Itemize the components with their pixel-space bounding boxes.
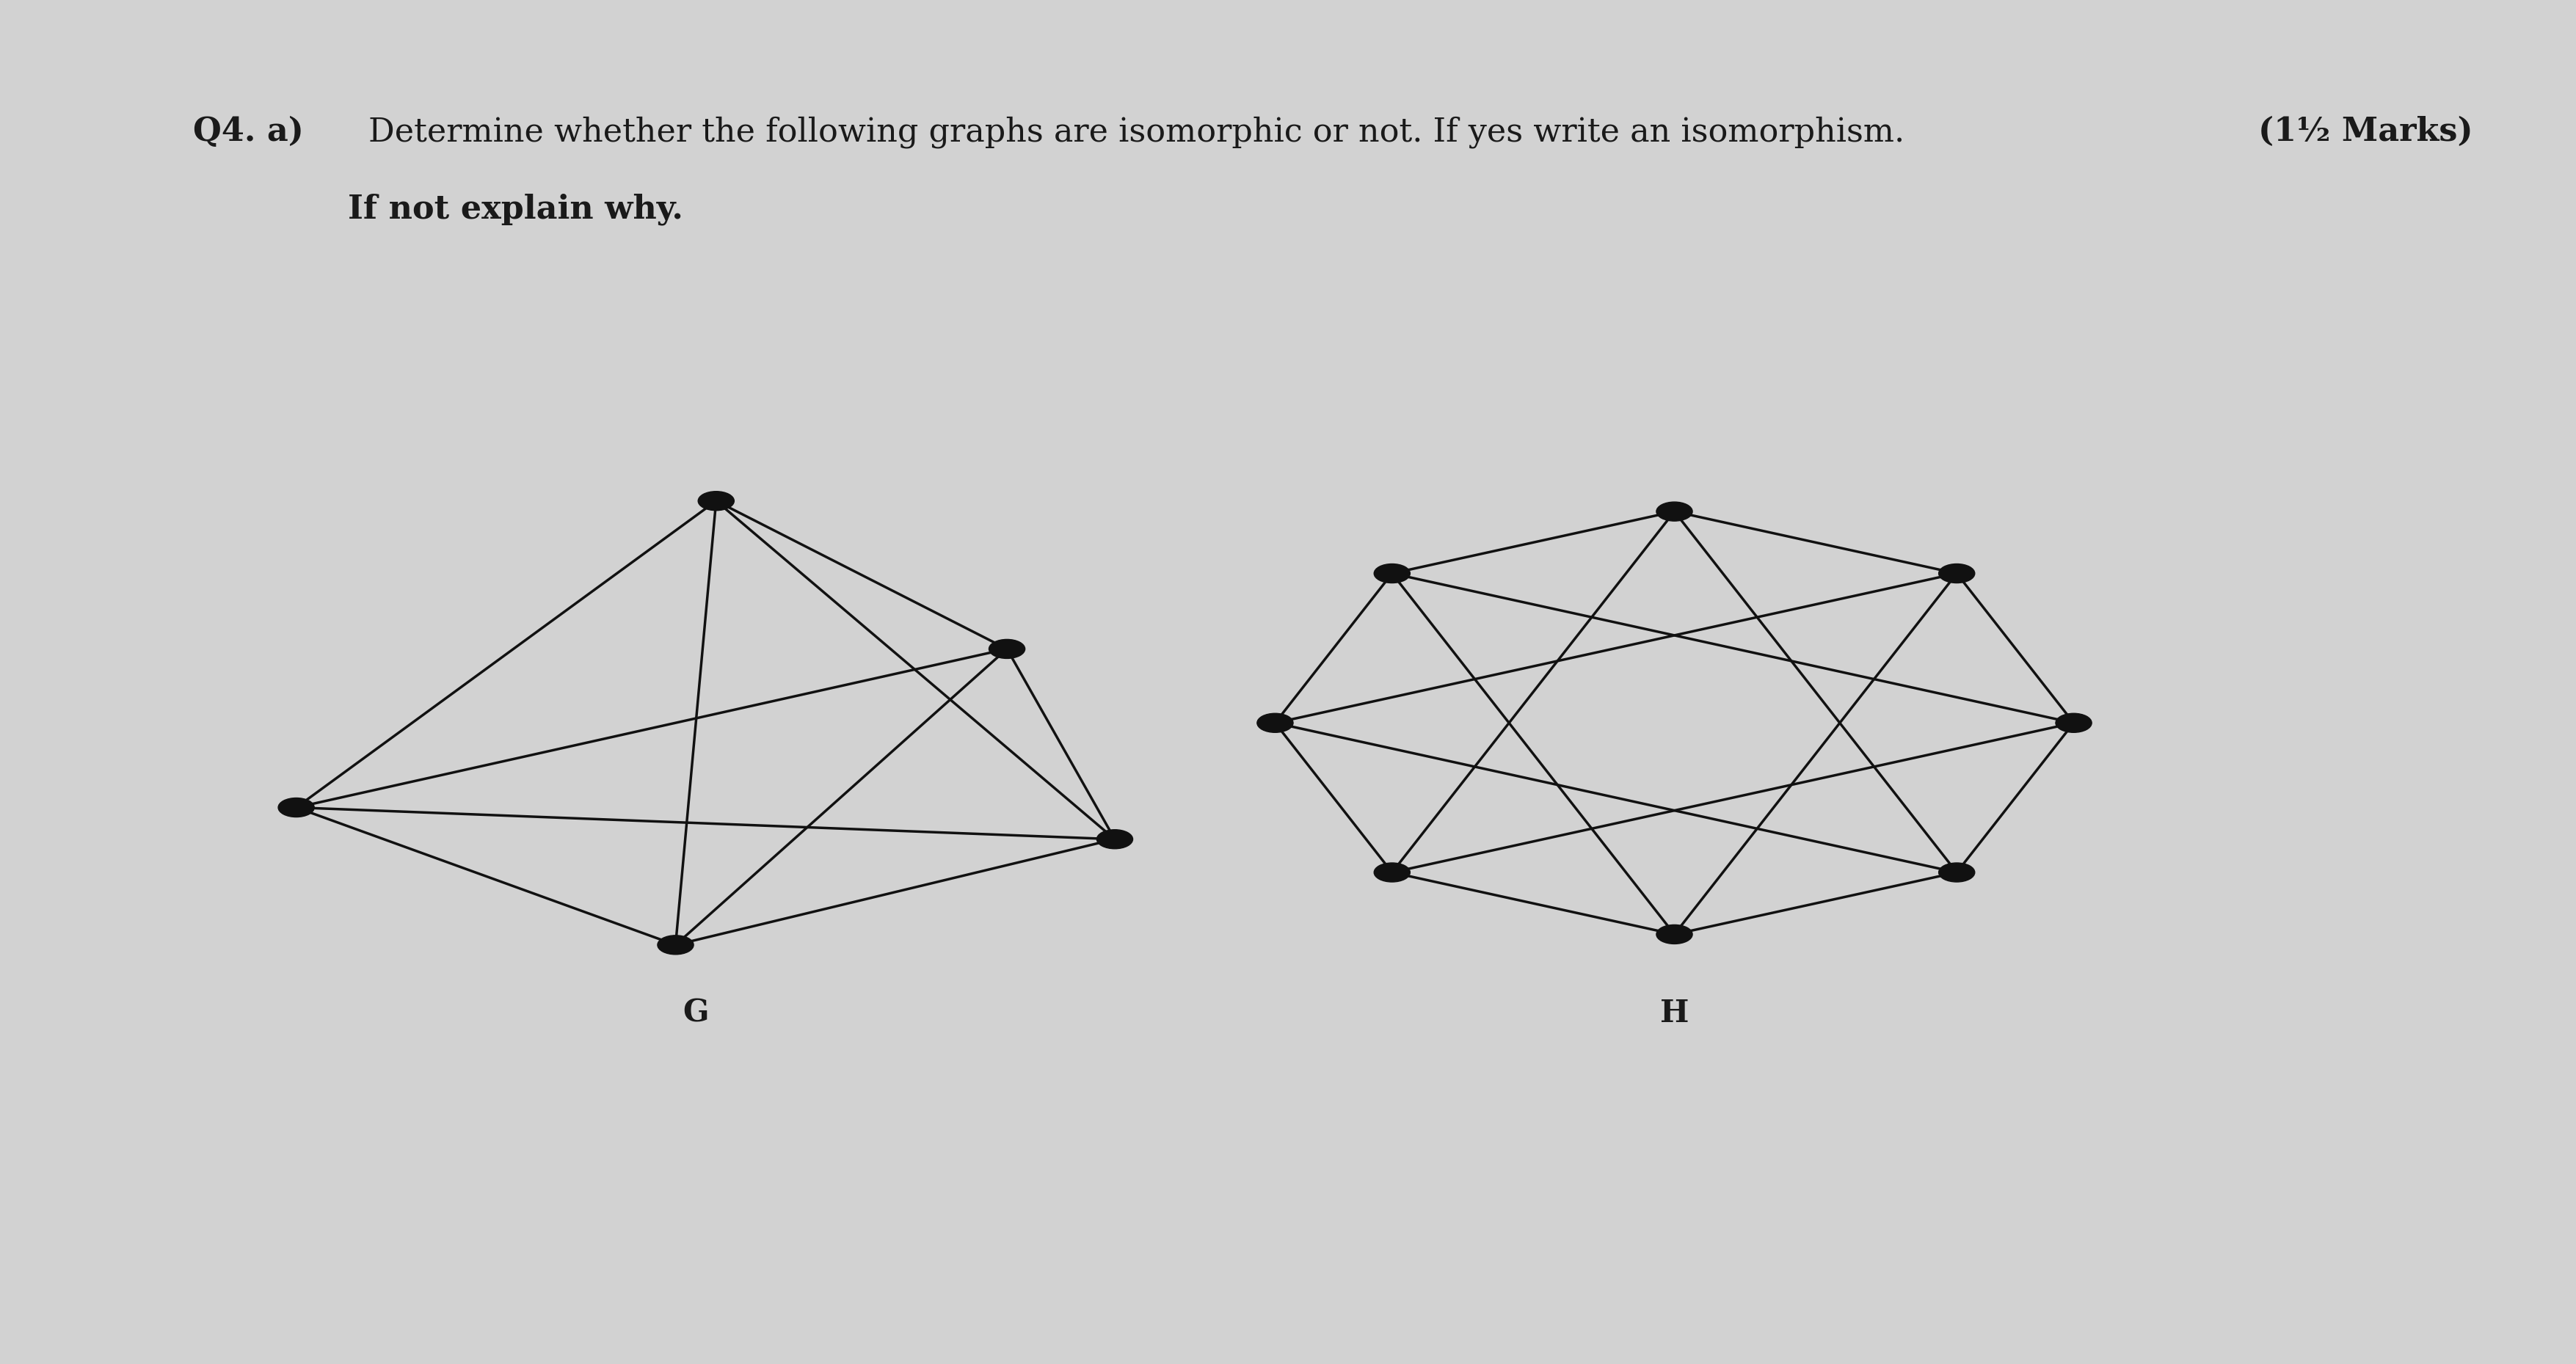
Circle shape: [698, 491, 734, 510]
Text: G: G: [683, 998, 708, 1028]
Circle shape: [1373, 863, 1409, 883]
Circle shape: [278, 798, 314, 817]
Circle shape: [1656, 925, 1692, 944]
Text: H: H: [1659, 998, 1690, 1028]
Text: Determine whether the following graphs are isomorphic or not. If yes write an is: Determine whether the following graphs a…: [368, 116, 1904, 147]
Circle shape: [1940, 563, 1976, 582]
Circle shape: [1656, 502, 1692, 521]
Circle shape: [1373, 563, 1409, 582]
Text: (1½ Marks): (1½ Marks): [2259, 116, 2473, 147]
Circle shape: [1097, 829, 1133, 848]
Text: If not explain why.: If not explain why.: [348, 194, 683, 225]
Circle shape: [1257, 713, 1293, 732]
Text: Q4. a): Q4. a): [193, 116, 304, 147]
Circle shape: [1940, 863, 1976, 883]
Circle shape: [2056, 713, 2092, 732]
Circle shape: [657, 936, 693, 955]
Circle shape: [989, 640, 1025, 659]
